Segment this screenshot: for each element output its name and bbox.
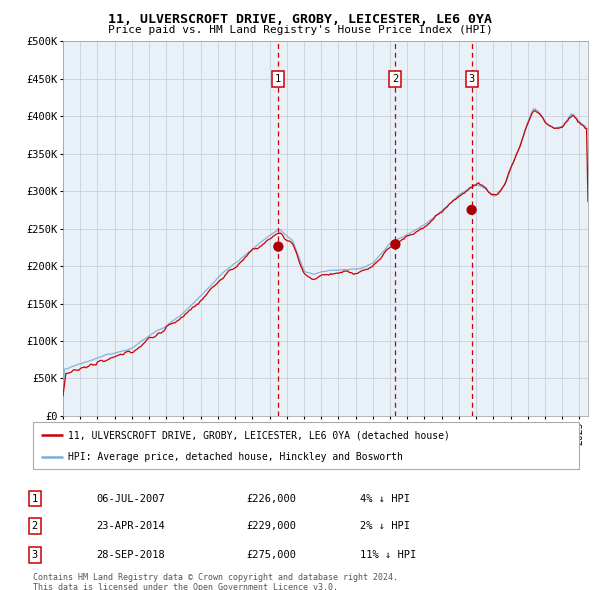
Text: 06-JUL-2007: 06-JUL-2007 (96, 494, 165, 503)
Text: 23-APR-2014: 23-APR-2014 (96, 522, 165, 531)
Text: 28-SEP-2018: 28-SEP-2018 (96, 550, 165, 559)
Point (467, 205, 476, 215)
Text: 11, ULVERSCROFT DRIVE, GROBY, LEICESTER, LE6 0YA: 11, ULVERSCROFT DRIVE, GROBY, LEICESTER,… (108, 13, 492, 26)
Text: 3: 3 (469, 74, 475, 84)
Text: This data is licensed under the Open Government Licence v3.0.: This data is licensed under the Open Gov… (33, 583, 338, 590)
Text: 1: 1 (275, 74, 281, 84)
Text: Price paid vs. HM Land Registry's House Price Index (HPI): Price paid vs. HM Land Registry's House … (107, 25, 493, 35)
Text: Contains HM Land Registry data © Crown copyright and database right 2024.: Contains HM Land Registry data © Crown c… (33, 573, 398, 582)
Text: £275,000: £275,000 (246, 550, 296, 559)
Point (274, 242, 283, 251)
Text: 2% ↓ HPI: 2% ↓ HPI (360, 522, 410, 531)
Text: 11% ↓ HPI: 11% ↓ HPI (360, 550, 416, 559)
Text: £229,000: £229,000 (246, 522, 296, 531)
Point (391, 240, 400, 249)
Text: 4% ↓ HPI: 4% ↓ HPI (360, 494, 410, 503)
Text: HPI: Average price, detached house, Hinckley and Bosworth: HPI: Average price, detached house, Hinc… (68, 453, 403, 462)
Text: 11, ULVERSCROFT DRIVE, GROBY, LEICESTER, LE6 0YA (detached house): 11, ULVERSCROFT DRIVE, GROBY, LEICESTER,… (68, 430, 451, 440)
Text: 1: 1 (32, 494, 38, 503)
Text: 2: 2 (392, 74, 398, 84)
Text: 3: 3 (32, 550, 38, 559)
Text: £226,000: £226,000 (246, 494, 296, 503)
Text: 2: 2 (32, 522, 38, 531)
